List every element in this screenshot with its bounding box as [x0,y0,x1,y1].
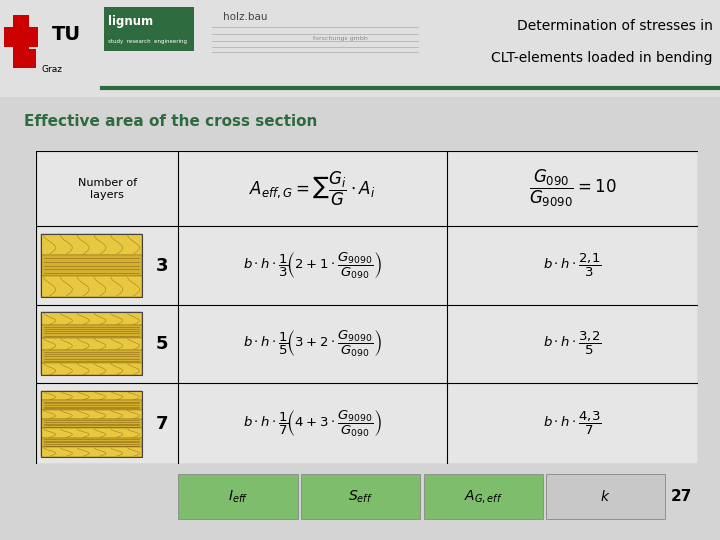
Bar [41,391,142,456]
Text: Effective area of the cross section: Effective area of the cross section [24,114,317,129]
Text: $b \cdot h \cdot \dfrac{1}{3}\!\left(2 + 1 \cdot \dfrac{G_{9090}}{G_{090}}\right: $b \cdot h \cdot \dfrac{1}{3}\!\left(2 +… [243,251,382,281]
Bar [41,234,142,255]
Text: holz.bau: holz.bau [223,12,268,23]
Text: $I_{eff}$: $I_{eff}$ [228,489,248,505]
Text: $b \cdot h \cdot \dfrac{1}{7}\!\left(4 + 3 \cdot \dfrac{G_{9090}}{G_{090}}\right: $b \cdot h \cdot \dfrac{1}{7}\!\left(4 +… [243,409,382,439]
Bar [41,255,142,276]
Text: 7: 7 [156,415,168,433]
Bar [41,338,142,350]
Bar [41,419,142,428]
Text: $A_{G,eff}$: $A_{G,eff}$ [464,488,503,505]
Text: lignum: lignum [108,15,153,28]
Text: $A_{eff,G} = \sum \dfrac{G_i}{G} \cdot A_i$: $A_{eff,G} = \sum \dfrac{G_i}{G} \cdot A… [249,170,376,208]
Bar [41,313,142,325]
Text: $\dfrac{G_{090}}{G_{9090}} = 10$: $\dfrac{G_{090}}{G_{9090}} = 10$ [528,168,616,210]
Bar [41,363,142,375]
Bar [41,391,142,400]
Text: TU: TU [52,24,81,44]
Bar [41,234,142,297]
Bar [41,313,142,375]
Text: $S_{eff}$: $S_{eff}$ [348,489,373,505]
Bar [423,474,543,519]
Text: $b \cdot h \cdot \dfrac{4{,}3}{7}$: $b \cdot h \cdot \dfrac{4{,}3}{7}$ [543,410,602,437]
Text: 3: 3 [156,256,168,274]
Text: $b \cdot h \cdot \dfrac{3{,}2}{5}$: $b \cdot h \cdot \dfrac{3{,}2}{5}$ [543,330,602,357]
Bar [13,15,29,68]
Bar [41,400,142,409]
Text: Graz: Graz [42,65,63,75]
Text: 27: 27 [670,489,692,504]
Bar [104,7,194,51]
Bar [41,428,142,438]
Bar [41,350,142,363]
Text: 5: 5 [156,335,168,353]
Bar [41,325,142,338]
Text: $k$: $k$ [600,489,611,504]
Bar [546,474,665,519]
Bar [179,474,297,519]
Text: Determination of stresses in: Determination of stresses in [517,19,713,33]
Text: CLT-elements loaded in bending: CLT-elements loaded in bending [491,51,713,65]
Bar [4,27,38,46]
Bar [41,276,142,297]
Text: Number of
layers: Number of layers [78,178,137,200]
Bar [41,438,142,447]
Bar [20,49,36,68]
Bar [301,474,420,519]
Text: study  research  engineering: study research engineering [108,39,187,44]
Text: $b \cdot h \cdot \dfrac{2{,}1}{3}$: $b \cdot h \cdot \dfrac{2{,}1}{3}$ [543,252,602,279]
Text: forschungs gmbh: forschungs gmbh [313,36,368,42]
Text: $b \cdot h \cdot \dfrac{1}{5}\!\left(3 + 2 \cdot \dfrac{G_{9090}}{G_{090}}\right: $b \cdot h \cdot \dfrac{1}{5}\!\left(3 +… [243,329,382,359]
Bar [41,447,142,456]
Bar [41,409,142,419]
